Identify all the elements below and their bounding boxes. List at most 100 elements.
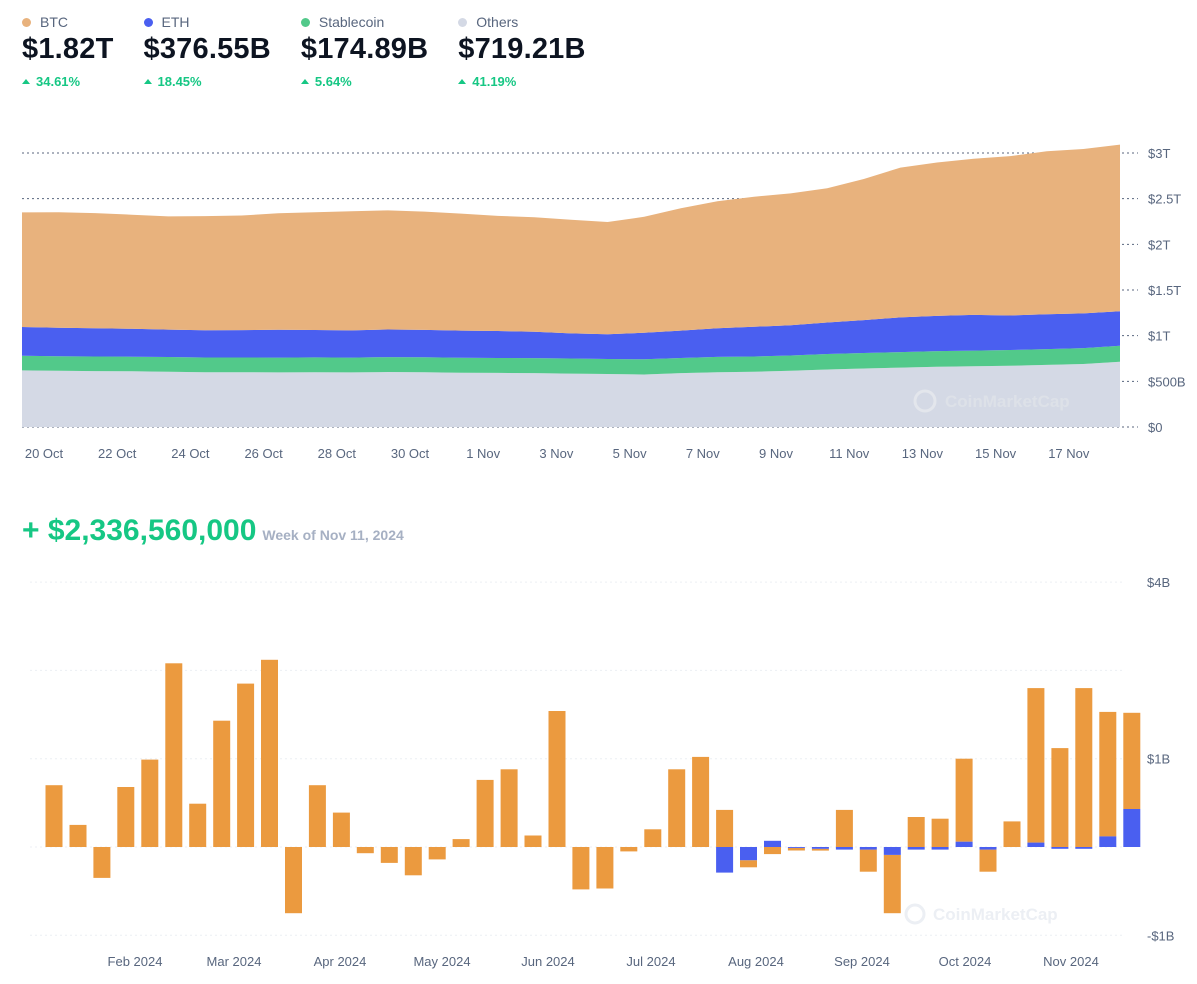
bar-watermark-text: CoinMarketCap — [933, 905, 1058, 924]
legend-others[interactable]: Others $719.21B 41.19% — [458, 14, 585, 89]
area-x-tick: 1 Nov — [466, 446, 500, 461]
bar-btc — [548, 711, 566, 847]
legend-others-change: 41.19% — [472, 74, 517, 89]
bar-x-tick: Feb 2024 — [108, 954, 163, 969]
bar-btc — [141, 759, 159, 847]
bar-x-tick: Jul 2024 — [626, 954, 675, 969]
bar-btc — [1123, 712, 1141, 809]
bar-btc — [356, 847, 374, 854]
area-x-tick: 24 Oct — [171, 446, 210, 461]
bar-eth — [979, 847, 997, 850]
bar-eth — [859, 847, 877, 850]
up-triangle-icon — [22, 79, 30, 84]
bar-btc — [907, 817, 925, 847]
area-x-tick: 13 Nov — [902, 446, 944, 461]
legend-eth-name: ETH — [161, 14, 190, 30]
legend-btc-name: BTC — [40, 14, 68, 30]
bar-btc — [380, 847, 398, 863]
bar-btc — [404, 847, 422, 876]
bar-btc — [428, 847, 446, 860]
bar-btc — [931, 818, 949, 847]
bar-btc — [1099, 711, 1117, 837]
bar-btc — [955, 758, 973, 842]
bar-btc — [740, 860, 757, 868]
area-y-tick: $0 — [1148, 420, 1162, 435]
legend-others-value: $719.21B — [458, 33, 586, 65]
bar-btc — [572, 847, 590, 890]
area-x-tick: 9 Nov — [759, 446, 793, 461]
legend-btc-value: $1.82T — [22, 33, 114, 65]
area-x-tick: 20 Oct — [25, 446, 64, 461]
area-watermark: CoinMarketCap — [913, 389, 1070, 413]
bar-watermark: CoinMarketCap — [904, 903, 1058, 925]
bar-btc — [835, 809, 853, 847]
area-series-btc — [22, 144, 1120, 335]
legend-others-name: Others — [476, 14, 519, 30]
bar-btc — [787, 847, 805, 851]
area-x-tick: 3 Nov — [539, 446, 573, 461]
area-y-tick: $500B — [1148, 374, 1186, 389]
area-series-eth — [22, 311, 1120, 360]
bar-btc — [764, 847, 781, 855]
bar-btc — [596, 847, 614, 889]
bar-btc — [285, 847, 302, 914]
legend-eth-value: $376.55B — [143, 33, 271, 65]
area-x-tick: 17 Nov — [1048, 446, 1090, 461]
bar-eth — [787, 847, 805, 848]
area-series-others — [22, 361, 1120, 427]
cmc-logo-icon — [904, 903, 926, 925]
area-y-tick: $1.5T — [1148, 283, 1181, 298]
bar-btc — [1003, 821, 1021, 847]
bar-btc — [261, 659, 278, 847]
bar-x-tick: Sep 2024 — [834, 954, 890, 969]
area-y-tick: $2.5T — [1148, 192, 1181, 207]
area-x-tick: 30 Oct — [391, 446, 430, 461]
bar-x-tick: Mar 2024 — [207, 954, 262, 969]
bar-eth — [835, 847, 853, 850]
bar-y-tick: $1B — [1147, 752, 1170, 767]
bar-x-tick: May 2024 — [413, 954, 470, 969]
area-watermark-text: CoinMarketCap — [945, 392, 1070, 411]
bar-x-tick: Oct 2024 — [939, 954, 992, 969]
bar-eth — [931, 847, 949, 850]
up-triangle-icon — [300, 79, 309, 84]
area-series-stablecoin — [22, 345, 1120, 375]
eth-dot-icon — [143, 17, 153, 27]
bar-btc — [716, 809, 734, 847]
area-x-tick: 5 Nov — [613, 446, 647, 461]
bar-btc — [452, 839, 470, 847]
bar-eth — [1027, 842, 1045, 847]
cmc-logo-icon — [913, 389, 937, 413]
bar-eth — [1099, 836, 1117, 847]
bar-btc — [668, 769, 686, 847]
area-x-tick: 28 Oct — [318, 446, 357, 461]
bar-btc — [332, 812, 350, 847]
flow-week: Week of Nov 11, 2024 — [262, 527, 404, 543]
bar-btc — [1075, 688, 1093, 847]
area-y-tick: $1T — [1148, 329, 1170, 344]
bar-eth — [907, 847, 925, 850]
legend-stablecoin-value: $174.89B — [300, 33, 429, 65]
others-dot-icon — [458, 17, 468, 27]
legend-stablecoin-name: Stablecoin — [318, 14, 385, 30]
bar-btc — [117, 787, 135, 847]
bar-btc — [811, 848, 829, 851]
bar-btc — [1027, 688, 1045, 843]
bar-x-tick: Jun 2024 — [521, 954, 575, 969]
up-triangle-icon — [458, 79, 467, 84]
area-x-tick: 22 Oct — [98, 446, 137, 461]
bar-x-tick: Aug 2024 — [728, 954, 784, 969]
legend-stablecoin-change: 5.64% — [314, 74, 352, 89]
bar-eth — [883, 847, 901, 855]
bar-eth — [811, 847, 829, 849]
legend-stablecoin[interactable]: Stablecoin $174.89B 5.64% — [300, 14, 429, 89]
bar-btc — [692, 756, 710, 847]
legend-btc[interactable]: BTC $1.82T 34.61% — [22, 14, 114, 89]
flow-amount: + $2,336,560,000 — [22, 514, 257, 547]
legend-eth-change: 18.45% — [157, 74, 202, 89]
bar-eth — [1051, 847, 1069, 849]
legend-eth[interactable]: ETH $376.55B 18.45% — [143, 14, 271, 89]
market-cap-area-chart[interactable]: $3T $2.5T $2T $1.5T $1T $500B $0 CoinMarketCap 2… — [0, 0, 1197, 475]
btc-dot-icon — [22, 17, 31, 27]
